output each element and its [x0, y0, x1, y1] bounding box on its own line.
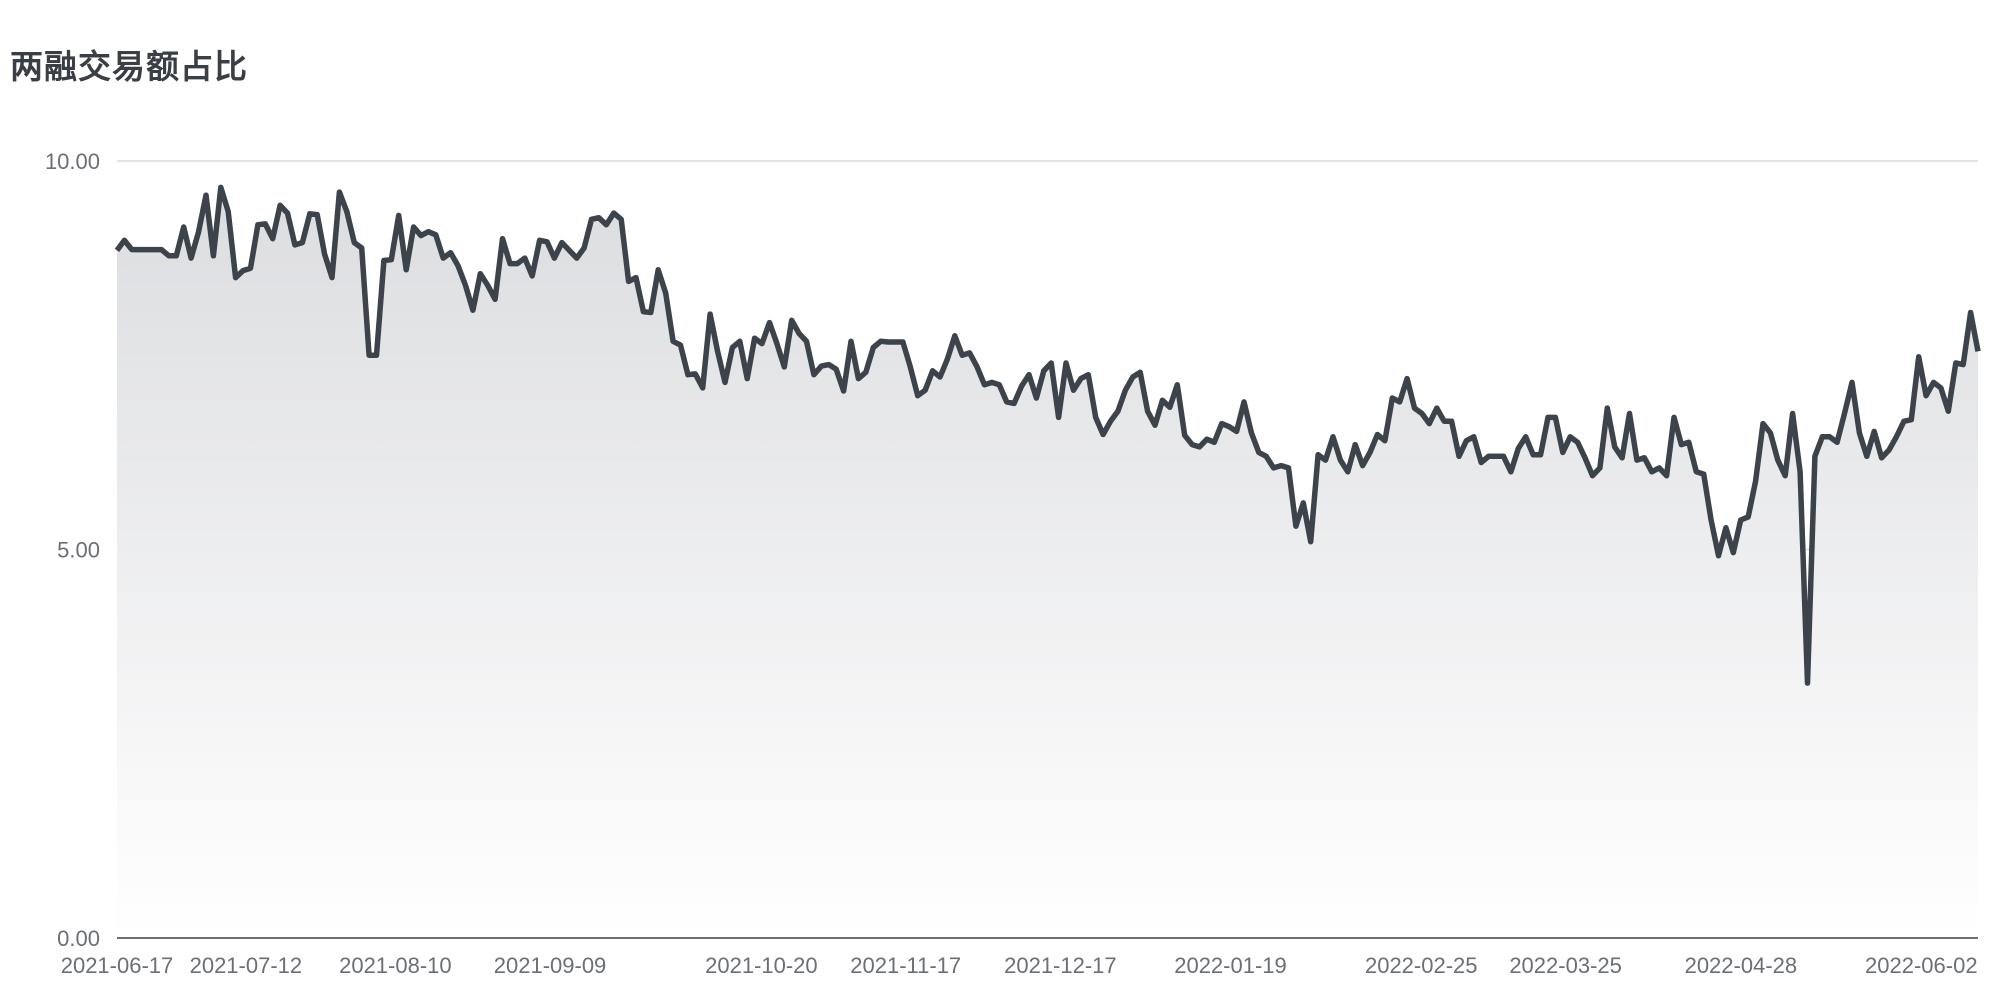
x-tick-label: 2021-12-17 — [1004, 953, 1117, 978]
x-tick-label: 2021-08-10 — [339, 953, 452, 978]
x-tick-label: 2022-01-19 — [1174, 953, 1287, 978]
x-tick-label: 2021-06-17 — [61, 953, 174, 978]
y-tick-label: 5.00 — [57, 538, 100, 563]
y-tick-label: 10.00 — [45, 149, 100, 174]
x-tick-label: 2021-09-09 — [494, 953, 607, 978]
area-fill — [117, 187, 1978, 938]
y-tick-label: 0.00 — [57, 926, 100, 951]
series-line — [114, 184, 1981, 686]
x-tick-label: 2021-07-12 — [190, 953, 303, 978]
x-tick-label: 2022-02-25 — [1365, 953, 1478, 978]
x-tick-label: 2021-10-20 — [705, 953, 818, 978]
chart-title: 两融交易额占比 — [10, 47, 248, 86]
x-tick-label: 2022-03-25 — [1509, 953, 1622, 978]
x-tick-label: 2021-11-17 — [850, 953, 961, 978]
x-tick-label: 2022-06-02 — [1865, 953, 1978, 978]
x-tick-label: 2022-04-28 — [1685, 953, 1798, 978]
